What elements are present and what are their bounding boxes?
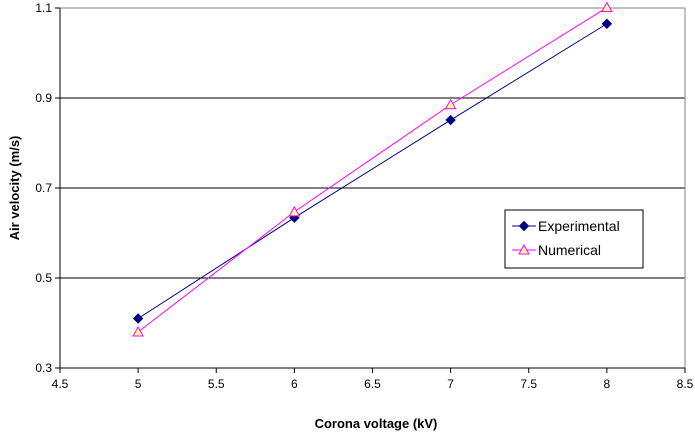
x-tick-label: 8	[604, 377, 611, 391]
legend-item: Numerical	[512, 242, 601, 258]
x-tick-label: 7.5	[520, 377, 537, 391]
data-point	[444, 98, 457, 110]
data-point	[601, 1, 613, 13]
legend-box	[504, 209, 644, 269]
data-point	[601, 18, 613, 29]
legend-label: Experimental	[538, 218, 620, 234]
x-tick-label: 5	[135, 377, 142, 391]
series-line	[137, 23, 608, 319]
series-layer	[132, 1, 613, 337]
data-point	[132, 313, 144, 324]
data-point	[288, 205, 301, 217]
x-tick-label: 6.5	[364, 377, 381, 391]
x-axis-ticks: 4.5 5 5.5 6 6.5 7 7.5 8 8.5	[52, 368, 694, 391]
y-tick-label: 0.5	[35, 271, 52, 285]
y-axis-title: Air velocity (m/s)	[7, 136, 22, 241]
legend: Experimental Numerical	[504, 209, 644, 269]
legend-marker	[518, 243, 530, 255]
y-tick-label: 0.9	[35, 91, 52, 105]
series-line	[137, 7, 608, 333]
data-point	[132, 325, 144, 337]
series-numerical	[132, 1, 613, 337]
x-tick-label: 7	[447, 377, 454, 391]
data-point	[445, 114, 456, 126]
x-tick-label: 8.5	[677, 377, 694, 391]
series-experimental	[132, 18, 613, 324]
y-axis-ticks: 0.3 0.5 0.7 0.9 1.1	[35, 1, 60, 375]
legend-marker	[518, 220, 530, 232]
y-tick-label: 0.3	[35, 361, 52, 375]
y-tick-label: 0.7	[35, 181, 52, 195]
legend-item: Experimental	[512, 218, 620, 234]
x-tick-label: 6	[291, 377, 298, 391]
x-axis-title: Corona voltage (kV)	[315, 416, 438, 431]
y-tick-label: 1.1	[35, 1, 52, 15]
x-tick-label: 5.5	[208, 377, 225, 391]
gridlines	[60, 7, 685, 369]
x-tick-label: 4.5	[52, 377, 69, 391]
legend-label: Numerical	[538, 242, 601, 258]
